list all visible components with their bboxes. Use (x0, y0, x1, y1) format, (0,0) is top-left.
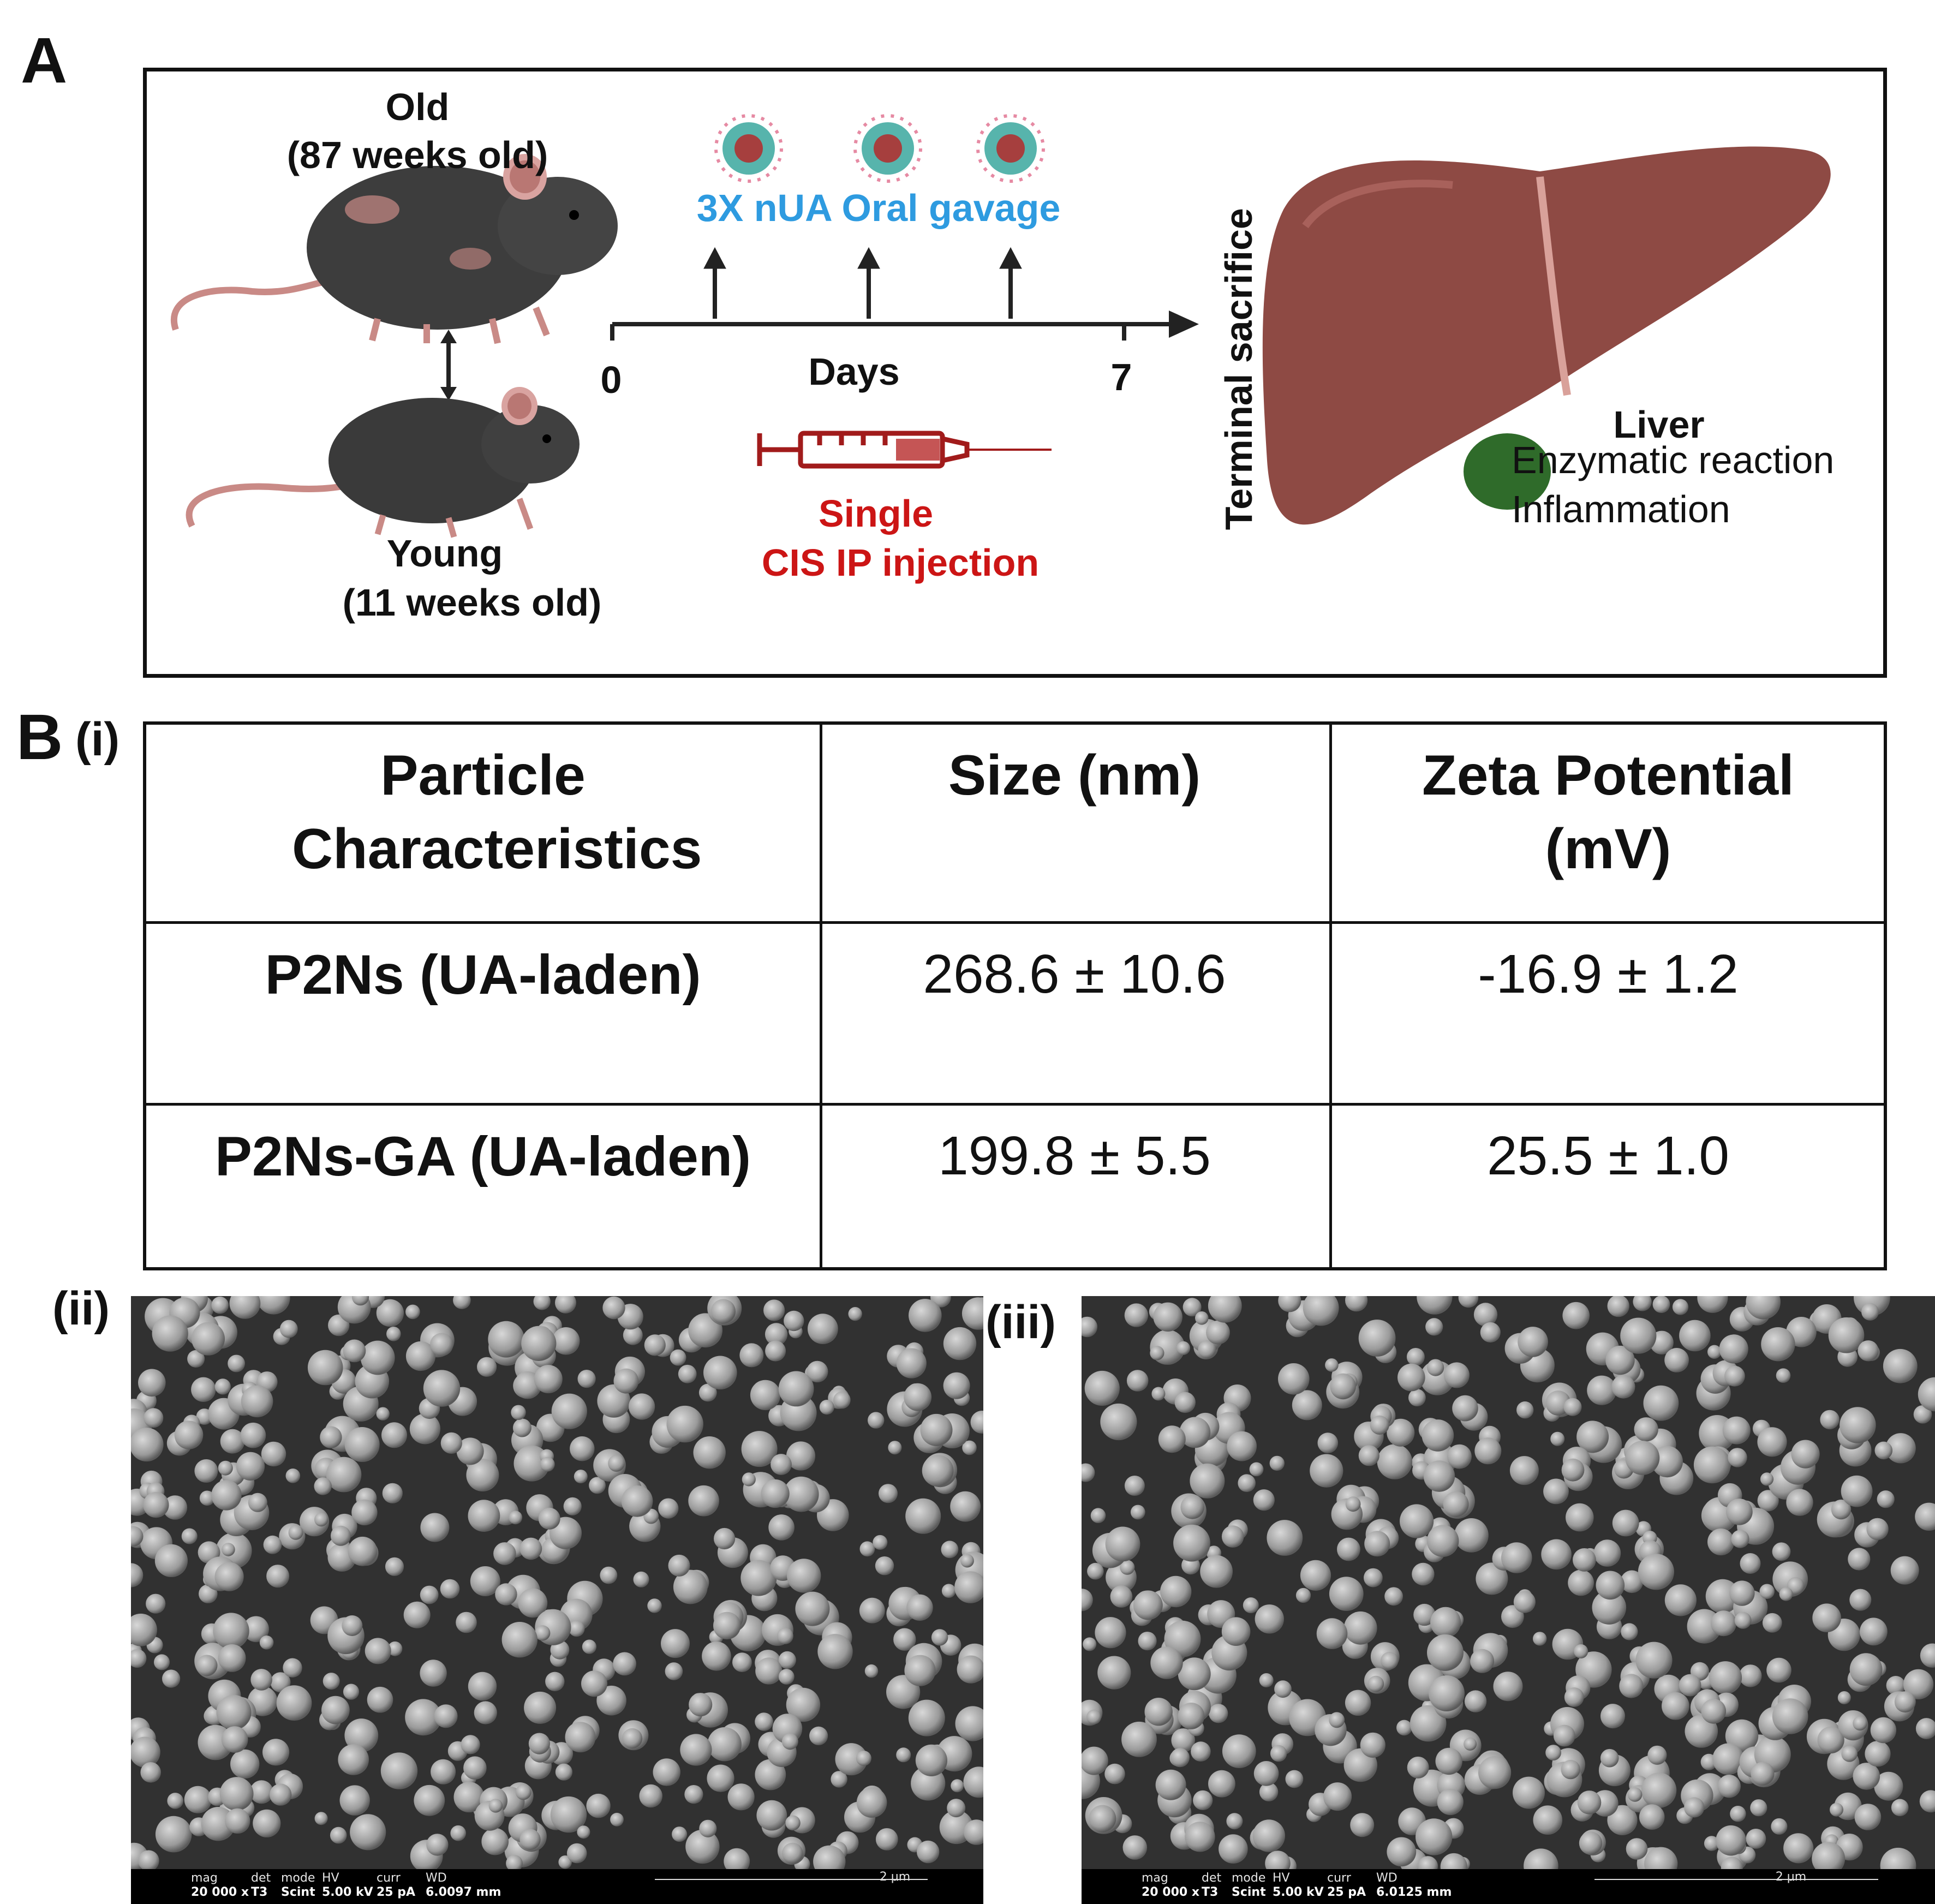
readout-2: Inflammation (1512, 488, 1730, 530)
panel-a-frame (143, 68, 1887, 678)
table-cell-zeta: -16.9 ± 1.2 (1478, 944, 1739, 1005)
young-mouse-icon (186, 387, 580, 538)
organ-label: Liver (1613, 403, 1705, 446)
panel-b-letter: B (16, 701, 63, 773)
sem-image-left: mag 20 000 x det T3 mode Scint HV 5.00 kV cu… (131, 1296, 983, 1904)
table-header: Particle Characteristics (292, 744, 702, 881)
nanoparticle-icon (976, 114, 1045, 183)
timeline-axis-label: Days (808, 350, 900, 393)
table-header: Size (nm) (948, 744, 1201, 807)
young-mouse-age: (11 weeks old) (342, 581, 602, 624)
young-mouse-label: Young (386, 532, 503, 575)
sem-image-right: mag 20 000 x det T3 mode Scint HV 5.00 kV cu… (1082, 1296, 1935, 1904)
sem-info-bar: mag 20 000 x det T3 mode Scint HV 5.00 kV cu… (1082, 1869, 1935, 1904)
syringe-icon (757, 431, 1052, 469)
endpoint-label: Terminal sacrifice (1217, 208, 1260, 530)
nanoparticle-icon (714, 114, 783, 183)
panel-b-sub-iii: (iii) (986, 1296, 1056, 1348)
sem-info-bar: mag 20 000 x det T3 mode Scint HV 5.00 kV cu… (131, 1869, 983, 1904)
table-cell-size: 268.6 ± 10.6 (923, 944, 1226, 1005)
injection-label-1: Single (818, 492, 934, 535)
liver-icon (1262, 146, 1831, 525)
characteristics-table: Particle Characteristics Size (nm) Zeta … (143, 721, 1887, 1270)
table-row-label: P2Ns (UA-laden) (265, 944, 701, 1006)
table-cell-zeta: 25.5 ± 1.0 (1486, 1125, 1730, 1186)
injection-label-2: CIS IP injection (761, 541, 1040, 584)
panel-a-letter: A (21, 25, 68, 97)
timeline-end: 7 (1110, 356, 1132, 398)
nanoparticle-icon (853, 114, 922, 183)
panel-b-sub-i: (i) (75, 713, 120, 766)
panel-b-sub-ii: (ii) (52, 1282, 110, 1335)
panel-a-artwork (170, 114, 1831, 538)
readout-1: Enzymatic reaction (1512, 439, 1835, 481)
treatment-label: 3X nUA Oral gavage (696, 187, 1061, 229)
old-mouse-label: Old (385, 86, 450, 128)
old-mouse-icon (170, 154, 618, 344)
table-cell-size: 199.8 ± 5.5 (938, 1125, 1211, 1186)
timeline-start: 0 (600, 359, 622, 401)
table-header: Zeta Potential (mV) (1422, 744, 1794, 881)
old-mouse-age: (87 weeks old) (286, 134, 548, 176)
table-row-label: P2Ns-GA (UA-laden) (214, 1125, 751, 1187)
